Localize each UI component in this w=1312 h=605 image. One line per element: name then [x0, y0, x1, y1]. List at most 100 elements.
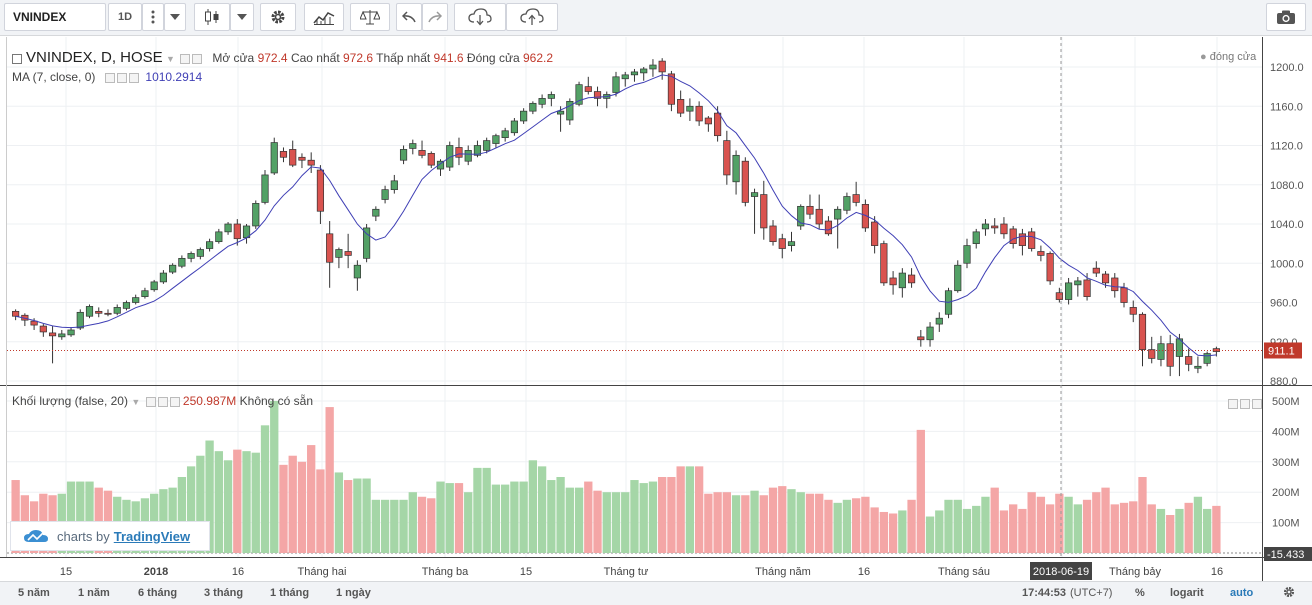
volume-bar — [353, 478, 362, 553]
indicators-icon[interactable] — [304, 3, 344, 31]
volume-bar — [999, 510, 1009, 553]
branding-name[interactable]: TradingView — [113, 528, 191, 544]
close-icon[interactable] — [169, 396, 180, 407]
candle-body — [455, 147, 463, 158]
chart-area[interactable]: 1200.0 1160.0 1120.0 1080.0 1040.0 1000.0 960.… — [0, 37, 1312, 605]
percent-toggle[interactable]: % — [1135, 587, 1145, 599]
candle-body — [150, 281, 158, 291]
more-vert-icon[interactable] — [142, 3, 164, 31]
chevron-down-icon[interactable]: ▼ — [131, 397, 141, 407]
volume-bar — [778, 486, 787, 553]
compare-scale-icon[interactable] — [350, 3, 390, 31]
market-status: ● đóng cửa — [1200, 51, 1256, 63]
chevron-down-icon[interactable]: ▼ — [166, 54, 175, 64]
volume-bar — [750, 490, 759, 553]
price-tick-label: 1040.0 — [1270, 219, 1304, 231]
volume-bar — [593, 490, 602, 553]
maximize-icon[interactable] — [1252, 398, 1262, 409]
close-icon[interactable] — [128, 72, 139, 83]
volume-bar — [233, 449, 242, 553]
candle-body — [695, 105, 703, 122]
volume-bar — [297, 461, 307, 553]
tradingview-branding[interactable]: charts by TradingView — [10, 521, 210, 551]
volume-bar — [464, 492, 473, 553]
symbol-search-input[interactable]: VNINDEX — [4, 3, 106, 31]
volume-bar — [805, 493, 815, 553]
range-5y-button[interactable]: 5 năm — [18, 587, 50, 599]
volume-bar — [1092, 492, 1101, 553]
volume-bar — [501, 484, 510, 553]
cloud-upload-icon[interactable] — [506, 3, 558, 31]
log-toggle[interactable]: logarit — [1170, 587, 1204, 599]
volume-bar — [76, 481, 85, 553]
move-up-icon[interactable] — [1228, 398, 1238, 409]
gear-icon[interactable] — [1282, 585, 1296, 602]
candle-body — [732, 154, 740, 183]
high-label: Cao nhất — [290, 51, 340, 65]
settings-small-icon[interactable] — [192, 53, 203, 64]
move-down-icon[interactable] — [1240, 398, 1250, 409]
auto-toggle[interactable]: auto — [1230, 587, 1254, 599]
candle-body — [889, 277, 897, 286]
candles-icon[interactable] — [194, 3, 230, 31]
range-1y-button[interactable]: 1 năm — [78, 587, 110, 599]
candle-body — [1065, 282, 1073, 300]
gear-icon[interactable] — [260, 3, 296, 31]
range-3m-button[interactable]: 3 tháng — [204, 587, 244, 599]
candle-body — [815, 208, 823, 225]
undo-icon[interactable] — [396, 3, 422, 31]
candle-body — [649, 64, 657, 70]
candle-body — [39, 325, 47, 333]
open-value: 972.4 — [257, 51, 288, 65]
candle-body — [824, 220, 833, 235]
candle-body — [520, 110, 528, 122]
candle-body — [797, 205, 805, 227]
hide-icon[interactable] — [145, 396, 156, 407]
volume-bar — [528, 460, 538, 553]
candle-body — [954, 264, 962, 292]
volume-bar — [94, 487, 103, 553]
ma-value: 1010.2914 — [145, 70, 203, 84]
market-status-text: đóng cửa — [1209, 51, 1257, 63]
time-tick-label: 16 — [858, 566, 870, 578]
redo-icon[interactable] — [422, 3, 448, 31]
candle-body — [1203, 353, 1211, 364]
price-volume-chart[interactable]: 1200.0 1160.0 1120.0 1080.0 1040.0 1000.0 960.… — [0, 37, 1312, 581]
collapse-icon[interactable] — [12, 53, 22, 64]
candle-body — [169, 264, 177, 273]
volume-bar — [722, 492, 731, 553]
settings-small-icon[interactable] — [116, 72, 127, 83]
volume-bar — [270, 401, 279, 553]
candle-body — [547, 94, 555, 99]
volume-bar — [611, 492, 621, 553]
candle-body — [436, 160, 445, 170]
candle-body — [704, 117, 712, 125]
candle-body — [852, 194, 860, 203]
range-1m-button[interactable]: 1 tháng — [270, 587, 310, 599]
current-price-tag — [1264, 342, 1302, 359]
chevron-down-icon[interactable] — [164, 3, 186, 31]
volume-bar — [1138, 477, 1147, 553]
camera-icon[interactable] — [1266, 3, 1306, 31]
price-tick-label: 1120.0 — [1270, 141, 1303, 153]
timezone[interactable]: (UTC+7) — [1070, 587, 1113, 599]
volume-bar — [990, 487, 999, 553]
cloud-download-icon[interactable] — [454, 3, 506, 31]
settings-small-icon[interactable] — [157, 396, 168, 407]
top-toolbar: VNINDEX 1D — [0, 0, 1312, 36]
volume-bar — [168, 487, 177, 553]
candle-body — [224, 223, 232, 233]
range-6m-button[interactable]: 6 tháng — [138, 587, 178, 599]
hide-icon[interactable] — [104, 72, 115, 83]
candle-body — [141, 290, 149, 297]
range-1d-button[interactable]: 1 ngày — [336, 587, 371, 599]
volume-bar — [1184, 502, 1193, 553]
volume-bar — [842, 499, 852, 553]
time-tick-label: 2018 — [144, 566, 168, 578]
volume-na-text: Không có sẵn — [239, 394, 314, 408]
interval-button[interactable]: 1D — [108, 3, 142, 31]
hide-icon[interactable] — [180, 53, 191, 64]
chart-type-chevron-icon[interactable] — [230, 3, 254, 31]
volume-bar — [667, 477, 676, 553]
volume-bar — [658, 477, 667, 553]
